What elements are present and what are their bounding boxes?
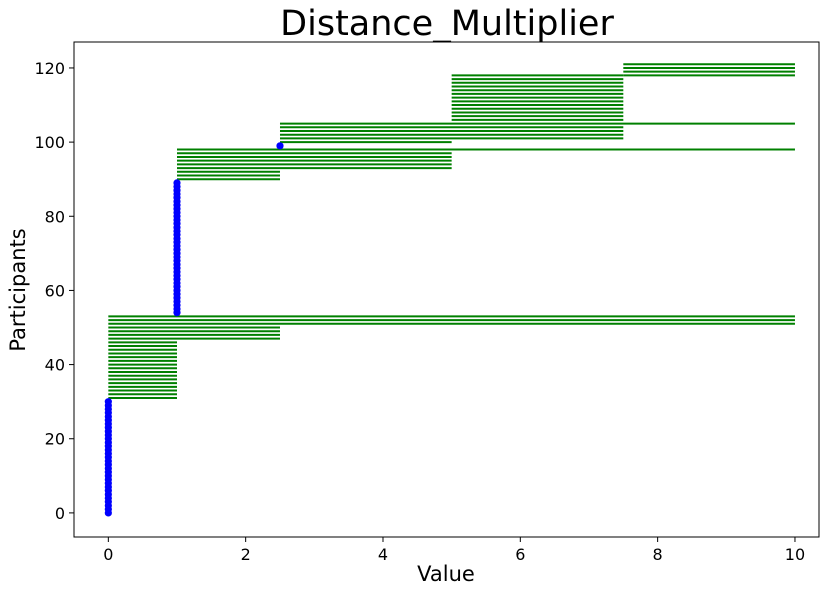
y-axis: 0 20 40 60 80 100 120	[34, 59, 74, 523]
x-tick-label: 6	[515, 545, 525, 564]
y-tick-label: 0	[55, 504, 65, 523]
points-layer	[104, 142, 284, 517]
y-tick-label: 40	[45, 356, 65, 375]
x-tick-label: 10	[785, 545, 805, 564]
y-tick-label: 80	[45, 207, 65, 226]
y-tick-label: 120	[34, 59, 65, 78]
y-tick-label: 100	[34, 133, 65, 152]
x-tick-label: 4	[378, 545, 388, 564]
y-axis-label: Participants	[6, 228, 30, 351]
chart-title: Distance_Multiplier	[280, 4, 614, 44]
x-axis: 0 2 4 6 8 10	[103, 537, 805, 564]
data-point	[104, 398, 112, 406]
y-tick-label: 20	[45, 430, 65, 449]
x-tick-label: 8	[653, 545, 663, 564]
plot-area	[73, 41, 820, 538]
x-tick-label: 2	[241, 545, 251, 564]
data-point	[276, 142, 284, 150]
y-tick-label: 60	[45, 281, 65, 300]
interval-lines-layer	[108, 63, 795, 399]
x-tick-label: 0	[103, 545, 113, 564]
data-point	[173, 179, 181, 187]
x-axis-label: Value	[417, 562, 475, 586]
